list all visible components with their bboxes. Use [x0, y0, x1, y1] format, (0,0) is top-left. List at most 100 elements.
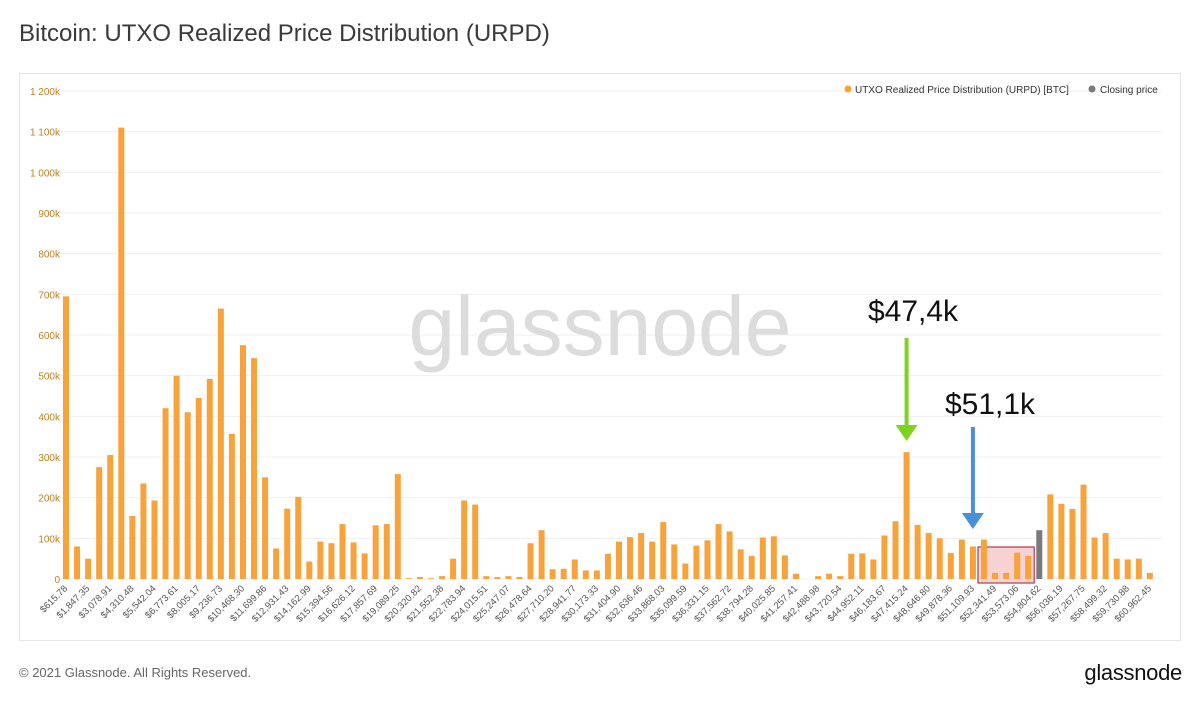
bar[interactable] [228, 433, 235, 579]
bar[interactable] [85, 558, 92, 579]
bar[interactable] [560, 568, 567, 579]
bar[interactable] [339, 524, 346, 579]
bar[interactable] [671, 544, 678, 579]
bar[interactable] [372, 525, 379, 579]
bar[interactable] [682, 563, 689, 579]
legend-closing-label[interactable]: Closing price [1100, 85, 1158, 96]
bar[interactable] [1058, 503, 1065, 579]
bar[interactable] [450, 558, 457, 579]
bar[interactable] [1124, 559, 1131, 579]
bar[interactable] [306, 561, 313, 579]
bar[interactable] [74, 546, 81, 579]
bar[interactable] [538, 530, 545, 579]
bar[interactable] [1091, 537, 1098, 579]
bar[interactable] [129, 515, 136, 579]
bar[interactable] [903, 452, 910, 579]
bar[interactable] [527, 543, 534, 579]
bar[interactable] [826, 573, 833, 579]
bar[interactable] [660, 522, 667, 579]
bar[interactable] [737, 549, 744, 579]
bar[interactable] [118, 127, 125, 579]
bar[interactable] [881, 535, 888, 579]
bar[interactable] [693, 545, 700, 579]
bar[interactable] [859, 553, 866, 579]
bar[interactable] [815, 576, 822, 579]
bar[interactable] [638, 533, 645, 579]
bar[interactable] [936, 538, 943, 579]
bar[interactable] [1102, 533, 1109, 579]
bar[interactable] [604, 553, 611, 579]
bar[interactable] [848, 553, 855, 579]
bar[interactable] [383, 524, 390, 579]
bar[interactable] [63, 296, 69, 579]
bar[interactable] [239, 345, 246, 579]
bar[interactable] [1146, 572, 1153, 579]
bar[interactable] [627, 537, 634, 579]
bar[interactable] [273, 548, 280, 580]
bar[interactable] [870, 559, 877, 579]
bar[interactable] [195, 398, 202, 579]
bar[interactable] [1025, 555, 1032, 579]
bar[interactable] [405, 578, 412, 579]
bar[interactable] [262, 477, 269, 579]
legend-urpd-label[interactable]: UTXO Realized Price Distribution (URPD) … [855, 85, 1069, 96]
bar[interactable] [914, 524, 921, 579]
bar[interactable] [704, 540, 711, 579]
bar[interactable] [715, 524, 722, 579]
bar[interactable] [416, 576, 423, 579]
bar[interactable] [350, 542, 357, 579]
bar[interactable] [295, 496, 302, 579]
bar[interactable] [649, 541, 656, 579]
bar[interactable] [549, 569, 556, 579]
bar[interactable] [947, 552, 954, 579]
bar[interactable] [980, 539, 987, 579]
bar[interactable] [837, 576, 844, 579]
bar[interactable] [1003, 572, 1010, 579]
bar[interactable] [1047, 494, 1054, 579]
bar[interactable] [1069, 509, 1076, 579]
bar[interactable] [461, 500, 468, 579]
bar[interactable] [958, 539, 965, 579]
bar[interactable] [892, 521, 899, 579]
bar[interactable] [184, 412, 191, 579]
bar[interactable] [582, 570, 589, 579]
bar[interactable] [726, 531, 733, 579]
bar[interactable] [969, 546, 976, 579]
bar[interactable] [107, 454, 114, 579]
bar[interactable] [427, 578, 434, 579]
bar[interactable] [1113, 558, 1120, 579]
bar[interactable] [328, 543, 335, 579]
bar[interactable] [217, 308, 224, 579]
bar[interactable] [162, 408, 169, 579]
bar[interactable] [1014, 552, 1021, 579]
bar[interactable] [1080, 484, 1087, 579]
bar[interactable] [593, 570, 600, 579]
bar[interactable] [151, 500, 158, 579]
bar[interactable] [361, 553, 368, 579]
bar[interactable] [439, 576, 446, 579]
bar[interactable] [792, 573, 799, 579]
bar[interactable] [483, 576, 490, 579]
bar[interactable] [770, 536, 777, 579]
bar[interactable] [317, 541, 324, 579]
bar[interactable] [206, 378, 213, 579]
bar[interactable] [284, 508, 291, 579]
bar[interactable] [992, 572, 999, 579]
bar[interactable] [616, 541, 622, 579]
bar[interactable] [1135, 558, 1142, 579]
bar[interactable] [251, 358, 258, 579]
bar[interactable] [748, 555, 755, 579]
bar[interactable] [494, 576, 501, 579]
bar[interactable] [173, 375, 180, 579]
bar[interactable] [781, 555, 788, 579]
closing-price-bar[interactable] [1036, 530, 1043, 579]
bar[interactable] [516, 576, 523, 579]
bar[interactable] [505, 576, 512, 579]
bar[interactable] [925, 533, 932, 579]
bar[interactable] [394, 474, 401, 579]
bar[interactable] [472, 504, 479, 579]
bar[interactable] [140, 483, 147, 579]
bar[interactable] [96, 467, 103, 579]
bar[interactable] [759, 537, 766, 579]
bar[interactable] [571, 559, 578, 579]
